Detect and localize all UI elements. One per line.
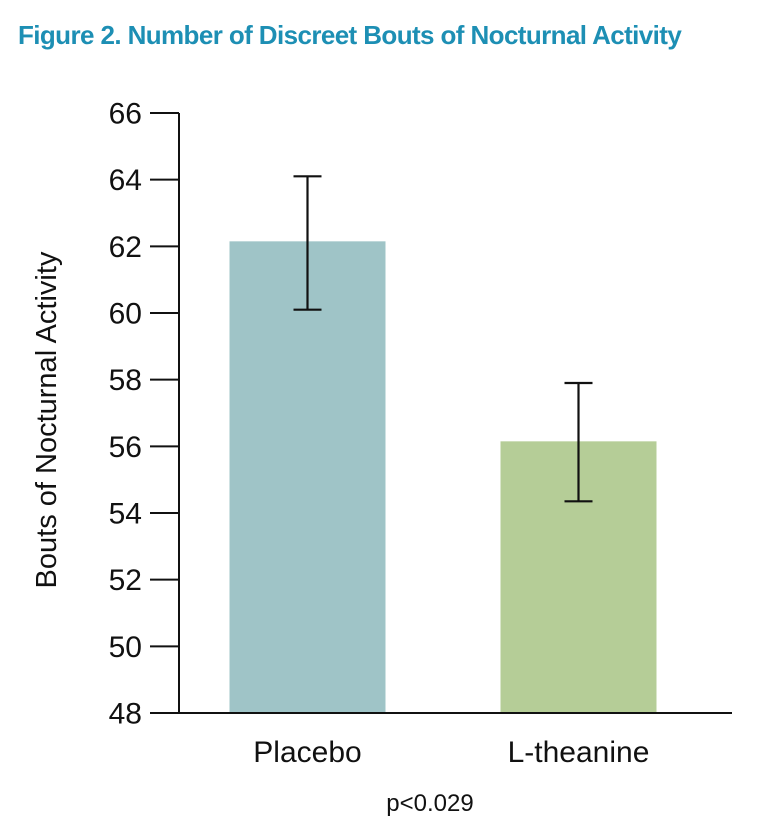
y-tick-label-52: 52 [109,564,142,597]
error-bar-l-theanine [564,381,593,503]
x-category-label-placebo: Placebo [253,736,361,769]
labels-layer: 48 50 52 54 56 58 60 62 64 66 Placebo L-theanine Bou… [31,98,649,818]
y-tick-label-66: 66 [109,98,142,131]
bars-layer [229,241,657,714]
y-axis-title: Bouts of Nocturnal Activity [31,251,63,588]
chart-title: Figure 2. Number of Discreet Bouts of No… [18,20,682,50]
y-tick-label-64: 64 [109,164,142,197]
x-category-label-l-theanine: L-theanine [508,736,650,769]
error-bar-placebo [293,175,322,311]
y-tick-label-60: 60 [109,298,142,331]
axes-layer [150,112,732,714]
y-tick-label-58: 58 [109,364,142,397]
y-tick-label-54: 54 [109,498,142,531]
y-tick-label-50: 50 [109,631,142,664]
p-value-annotation: p<0.029 [386,790,473,817]
y-tick-label-48: 48 [109,698,142,731]
error-bars-layer [293,175,593,503]
bar-placebo [229,241,386,714]
y-tick-label-56: 56 [109,431,142,464]
y-tick-label-62: 62 [109,231,142,264]
